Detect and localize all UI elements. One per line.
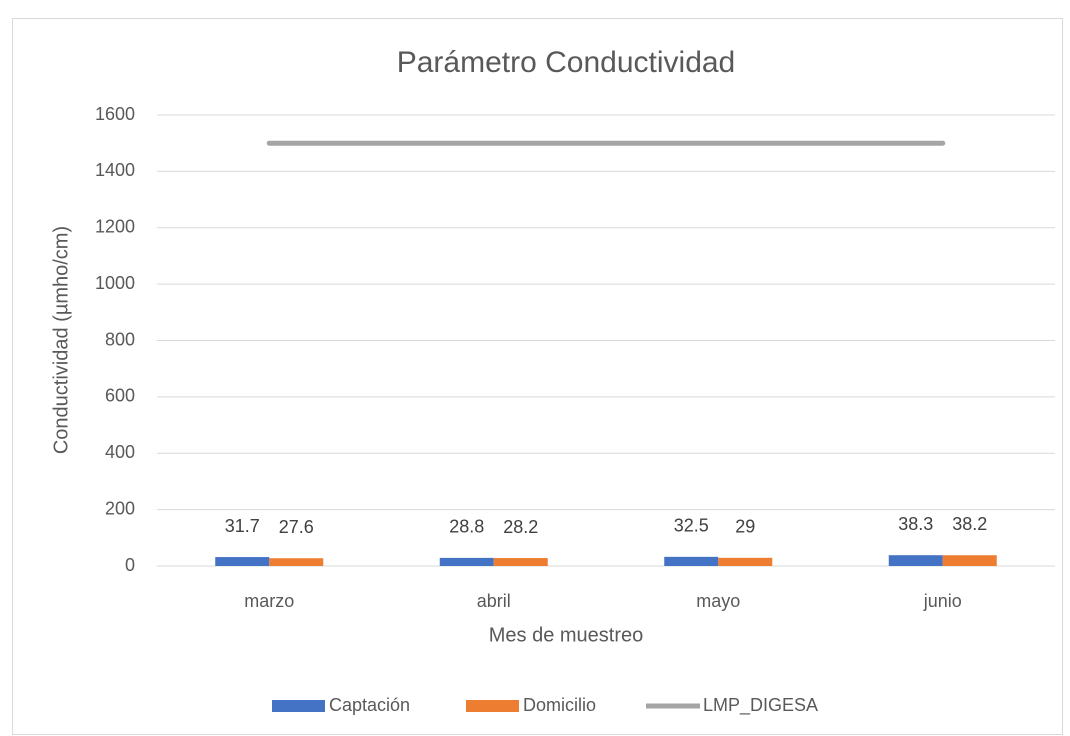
data-label: 38.3 — [898, 514, 933, 534]
y-tick-label: 1000 — [95, 273, 135, 293]
chart-title: Parámetro Conductividad — [397, 46, 736, 79]
y-tick-label: 0 — [125, 555, 135, 575]
y-tick-label: 800 — [105, 329, 135, 349]
data-label: 29 — [735, 517, 755, 537]
y-tick-label: 600 — [105, 386, 135, 406]
bar — [493, 558, 548, 566]
data-label: 28.2 — [503, 517, 538, 537]
bar — [942, 555, 997, 566]
bar — [215, 557, 270, 566]
data-label: 32.5 — [674, 516, 709, 536]
data-label: 31.7 — [225, 516, 260, 536]
x-tick-label: marzo — [244, 591, 294, 611]
y-tick-label: 200 — [105, 498, 135, 518]
x-tick-label: abril — [477, 591, 511, 611]
y-tick-label: 1400 — [95, 160, 135, 180]
legend-label: Domicilio — [523, 695, 596, 715]
y-axis-label: Conductividad (µmho/cm) — [50, 226, 72, 454]
legend-swatch — [272, 700, 325, 712]
y-tick-label: 1200 — [95, 217, 135, 237]
bar — [888, 555, 943, 566]
bar — [439, 557, 494, 566]
x-axis-label: Mes de muestreo — [489, 624, 644, 646]
legend-swatch — [466, 700, 519, 712]
bar — [269, 558, 324, 566]
bar — [664, 556, 719, 566]
legend-label: Captación — [329, 695, 410, 715]
legend-label: LMP_DIGESA — [703, 695, 818, 716]
x-tick-label: junio — [923, 591, 962, 611]
chart-border — [12, 18, 1063, 735]
y-tick-label: 1600 — [95, 104, 135, 124]
data-label: 28.8 — [449, 517, 484, 537]
data-label: 38.2 — [952, 514, 987, 534]
y-tick-label: 400 — [105, 442, 135, 462]
x-tick-label: mayo — [696, 591, 740, 611]
bar — [718, 557, 773, 566]
data-label: 27.6 — [279, 517, 314, 537]
